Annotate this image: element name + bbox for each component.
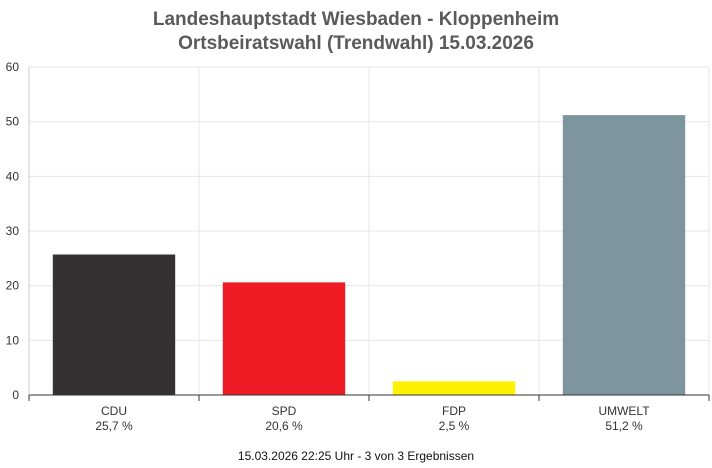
y-tick-label: 20 [6, 279, 20, 293]
bar-fdp [392, 381, 516, 395]
y-tick-label: 30 [6, 224, 20, 238]
x-category-label: CDU [101, 404, 127, 418]
y-tick-label: 40 [6, 169, 20, 183]
chart-title-block: Landeshauptstadt Wiesbaden - Kloppenheim… [0, 8, 712, 56]
chart-subtitle: Ortsbeiratswahl (Trendwahl) 15.03.2026 [178, 33, 534, 54]
bar-umwelt [562, 115, 686, 396]
footer-status: 15.03.2026 22:25 Uhr - 3 von 3 Ergebniss… [237, 449, 475, 463]
x-category-label: UMWELT [598, 404, 650, 418]
y-tick-label: 50 [6, 115, 20, 129]
y-tick-label: 0 [12, 388, 19, 402]
chart-title: Landeshauptstadt Wiesbaden - Kloppenheim [152, 9, 560, 30]
bar-spd [222, 282, 346, 395]
x-value-label: 2,5 % [439, 419, 470, 433]
y-tick-label: 60 [6, 60, 20, 74]
x-value-label: 25,7 % [95, 419, 133, 433]
x-value-label: 51,2 % [605, 419, 643, 433]
x-value-label: 20,6 % [265, 419, 303, 433]
y-tick-label: 10 [6, 333, 20, 347]
bar-cdu [52, 254, 176, 395]
x-category-label: FDP [442, 404, 466, 418]
x-category-label: SPD [272, 404, 297, 418]
